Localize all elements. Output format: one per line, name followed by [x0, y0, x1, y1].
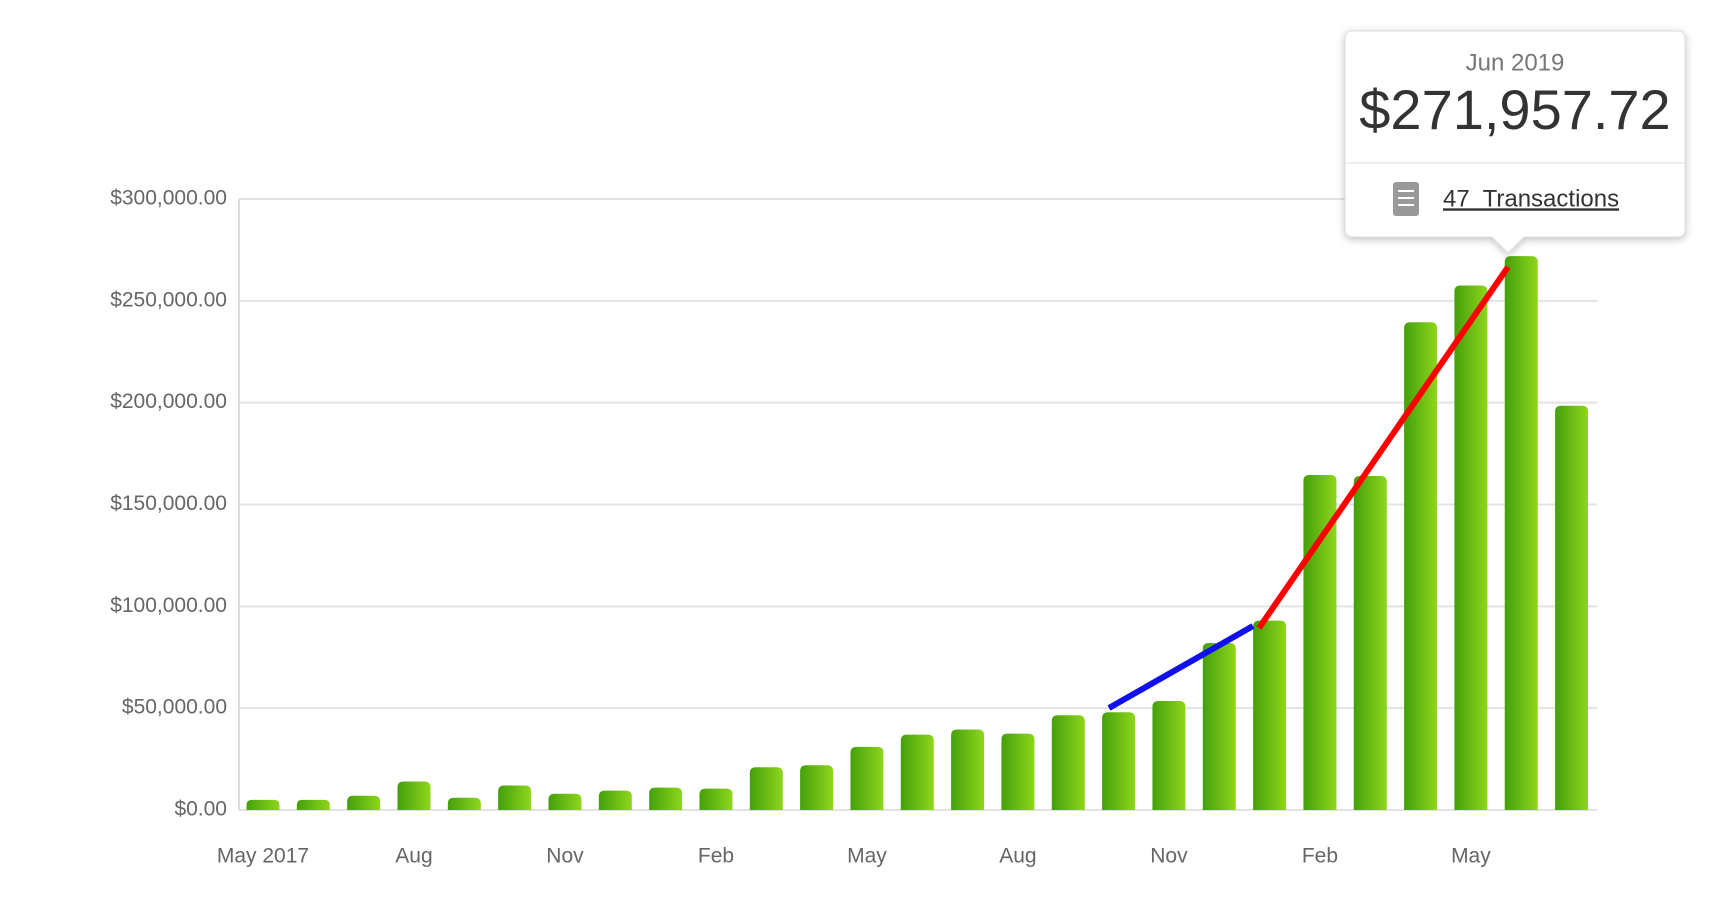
bar — [246, 799, 280, 810]
bar — [800, 765, 834, 810]
bar — [900, 734, 934, 810]
bar — [850, 746, 884, 810]
tooltip-amount: $271,957.72 — [1359, 78, 1670, 141]
tooltip — [1344, 30, 1686, 254]
trend-line-blue — [1107, 623, 1255, 711]
bar — [1001, 733, 1035, 810]
bar — [1555, 405, 1589, 810]
bar — [1504, 256, 1538, 810]
bar — [347, 795, 381, 810]
y-tick-label: $0.00 — [174, 798, 227, 821]
x-tick-label: Nov — [1150, 845, 1188, 868]
bar — [1303, 474, 1337, 810]
x-tick-label: Nov — [546, 845, 584, 868]
transactions-icon — [1393, 182, 1419, 216]
bar — [1353, 475, 1387, 810]
bar — [1253, 620, 1287, 810]
bar — [498, 785, 532, 810]
x-tick-label: Feb — [698, 845, 734, 868]
x-tick-label: Aug — [999, 845, 1036, 868]
y-tick-label: $150,000.00 — [110, 492, 227, 515]
bar — [548, 793, 582, 810]
bar — [397, 781, 431, 810]
bar — [1051, 715, 1085, 810]
transactions-link[interactable]: 47 Transactions — [1443, 185, 1619, 212]
x-tick-label: May — [1451, 845, 1491, 868]
x-tick-label: May 2017 — [217, 845, 309, 868]
bar — [598, 790, 632, 810]
x-tick-label: Feb — [1302, 845, 1338, 868]
y-tick-label: $100,000.00 — [110, 594, 227, 617]
trend-line-red — [1256, 265, 1511, 630]
x-tick-label: May — [847, 845, 887, 868]
y-tick-label: $50,000.00 — [122, 696, 227, 719]
x-tick-label: Aug — [395, 845, 432, 868]
bar — [649, 787, 683, 810]
y-tick-label: $300,000.00 — [110, 187, 227, 210]
y-tick-label: $250,000.00 — [110, 288, 227, 311]
bar — [699, 788, 733, 810]
bar — [1404, 322, 1438, 810]
bar — [1202, 642, 1236, 810]
tooltip-box — [1344, 30, 1686, 254]
bar — [1454, 285, 1488, 810]
y-tick-label: $200,000.00 — [110, 390, 227, 413]
bar — [296, 799, 330, 810]
bar — [447, 797, 481, 810]
bar — [749, 767, 783, 810]
bar — [951, 729, 985, 810]
bar — [1102, 712, 1136, 810]
bar — [1152, 701, 1186, 810]
tooltip-date: Jun 2019 — [1466, 49, 1565, 76]
